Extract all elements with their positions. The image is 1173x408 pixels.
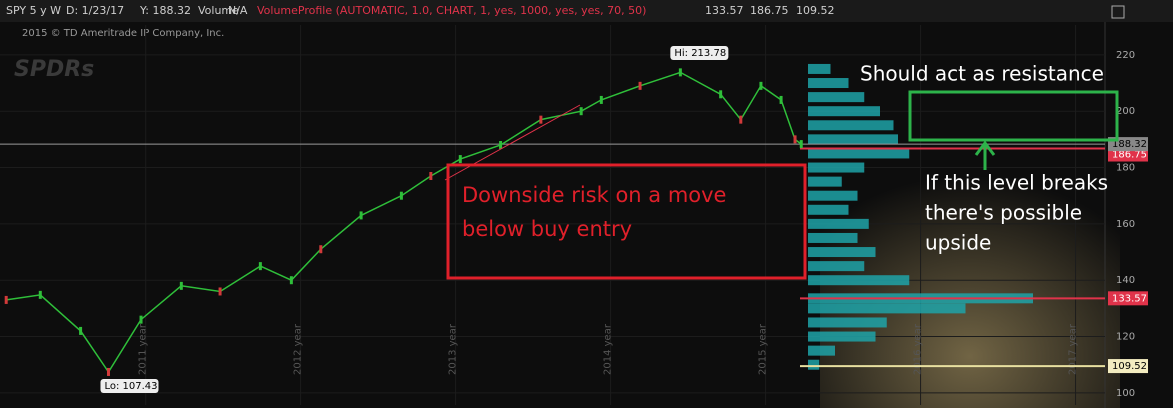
candle xyxy=(359,211,363,220)
x-tick-label: 2012 year xyxy=(293,323,304,375)
upside-text: If this level breaks xyxy=(925,171,1108,195)
study-value: N/A xyxy=(228,4,248,17)
level-label: 188.32 xyxy=(1112,139,1147,150)
profile-bar xyxy=(808,92,865,103)
candle xyxy=(179,281,183,290)
profile-value: 133.57 xyxy=(705,4,744,17)
y-value: Y: 188.32 xyxy=(139,4,191,17)
profile-value: 186.75 xyxy=(750,4,789,17)
level-label: 186.75 xyxy=(1112,150,1147,161)
candle xyxy=(4,295,8,304)
y-tick-label: 200 xyxy=(1116,106,1135,117)
x-tick-label: 2015 year xyxy=(758,323,769,375)
y-tick-label: 120 xyxy=(1116,332,1135,343)
copyright: 2015 © TD Ameritrade IP Company, Inc. xyxy=(22,28,224,39)
profile-bar xyxy=(808,317,887,328)
profile-bar xyxy=(808,134,898,145)
header-bar xyxy=(0,0,1173,22)
level-box xyxy=(1108,291,1148,306)
symbol: SPY 5 y W xyxy=(6,4,61,17)
profile-bar xyxy=(808,148,910,159)
profile-bar xyxy=(808,204,849,215)
icon[interactable] xyxy=(1111,5,1125,19)
resistance-text: Should act as resistance xyxy=(860,62,1104,86)
profile-bar xyxy=(808,63,831,74)
candle xyxy=(638,81,642,90)
candle xyxy=(579,107,583,116)
downside-text: Downside risk on a move xyxy=(462,183,726,207)
study: Volume xyxy=(198,4,239,17)
lo-box xyxy=(100,379,159,393)
upside-text: upside xyxy=(925,231,991,255)
y-tick-label: 160 xyxy=(1116,219,1135,230)
candle xyxy=(106,367,110,376)
date: D: 1/23/17 xyxy=(66,4,124,17)
y-tick-label: 220 xyxy=(1116,50,1135,61)
profile-bar xyxy=(808,345,835,356)
profile-bar xyxy=(808,232,858,243)
trend-line xyxy=(444,104,581,181)
candle xyxy=(799,140,803,149)
profile-bar xyxy=(808,218,869,229)
profile-bar xyxy=(808,247,876,258)
downside-text: below buy entry xyxy=(462,217,632,241)
candle xyxy=(678,68,682,77)
profile-bar xyxy=(808,275,910,286)
candle xyxy=(258,262,262,271)
hi-box xyxy=(670,46,729,60)
profile-bar xyxy=(808,359,820,370)
candle xyxy=(739,115,743,124)
candle xyxy=(399,191,403,200)
candle xyxy=(458,155,462,164)
profile-bar xyxy=(808,78,849,89)
y-tick-label: 180 xyxy=(1116,163,1135,174)
candle xyxy=(139,315,143,324)
x-tick-label: 2016 year xyxy=(913,323,924,375)
candle xyxy=(218,287,222,296)
downside-box xyxy=(446,163,807,280)
resistance-box xyxy=(908,90,1119,142)
level-box xyxy=(1108,359,1148,374)
hi-label: Hi: 213.78 xyxy=(674,48,726,59)
candle xyxy=(499,141,503,149)
level-label: 109.52 xyxy=(1112,361,1147,372)
upside-text: there's possible xyxy=(925,201,1082,225)
profile-bar xyxy=(808,303,966,314)
profile-value: 109.52 xyxy=(796,4,835,17)
candle xyxy=(429,171,433,180)
logo: SPDRs xyxy=(14,57,94,82)
x-tick-label: 2011 year xyxy=(138,323,149,375)
arrow xyxy=(974,140,996,170)
candle xyxy=(289,276,293,285)
price-line xyxy=(6,71,802,374)
profile: VolumeProfile (AUTOMATIC, 1.0, CHART, 1,… xyxy=(257,4,646,17)
x-tick-label: 2017 year xyxy=(1068,323,1079,375)
candle xyxy=(759,81,763,90)
y-tick-label: 140 xyxy=(1116,275,1135,286)
level-label: 133.57 xyxy=(1112,293,1147,304)
candle xyxy=(793,135,797,144)
profile-bar xyxy=(808,190,858,201)
candle xyxy=(539,115,543,124)
lo-label: Lo: 107.43 xyxy=(104,381,157,392)
y-tick-label: 100 xyxy=(1116,388,1135,399)
profile-bar xyxy=(808,120,894,131)
candle xyxy=(79,326,83,335)
candle xyxy=(779,95,783,104)
candle xyxy=(599,95,603,104)
candle xyxy=(319,245,323,254)
x-tick-label: 2014 year xyxy=(603,323,614,375)
candle xyxy=(38,290,42,299)
profile-bar xyxy=(808,331,876,342)
x-tick-label: 2013 year xyxy=(448,323,459,375)
profile-bar xyxy=(808,106,880,117)
candle xyxy=(719,90,723,99)
profile-bar xyxy=(808,261,865,272)
profile-bar xyxy=(808,162,865,173)
profile-bar xyxy=(808,176,842,187)
